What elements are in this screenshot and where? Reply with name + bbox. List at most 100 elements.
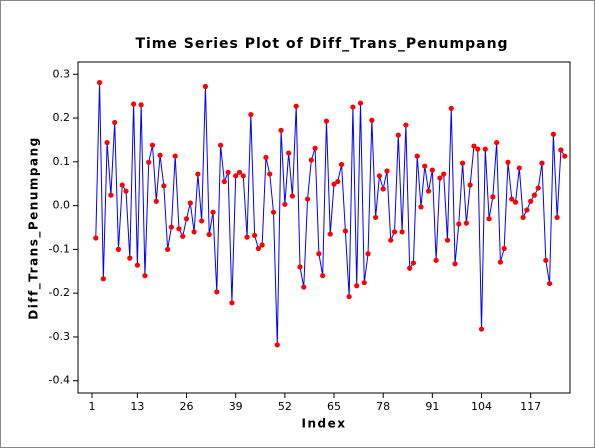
data-point [520, 214, 526, 221]
data-point [478, 326, 485, 332]
data-point [395, 132, 401, 138]
data-point [558, 147, 564, 153]
data-point [433, 257, 439, 263]
data-point [165, 246, 171, 252]
data-point [463, 220, 469, 226]
y-tick-label: -0.2 [49, 286, 70, 299]
data-point [225, 169, 231, 175]
data-point [410, 260, 417, 266]
data-point [554, 214, 560, 221]
data-point [494, 139, 500, 146]
data-point [539, 160, 545, 166]
data-point [153, 198, 159, 204]
data-point [399, 229, 405, 235]
data-point [452, 261, 458, 267]
data-point [161, 183, 167, 189]
data-point [418, 204, 424, 210]
data-point [459, 160, 466, 166]
data-point [342, 228, 348, 234]
data-point [263, 154, 269, 161]
data-point [240, 173, 246, 179]
data-point [119, 182, 125, 188]
data-point [346, 294, 352, 300]
data-point [490, 194, 496, 200]
data-point [142, 273, 148, 279]
x-tick-label: 13 [130, 400, 144, 413]
data-point [180, 233, 186, 239]
data-point [384, 168, 390, 174]
data-point [354, 283, 360, 289]
x-tick-label: 91 [425, 400, 439, 413]
data-point [357, 100, 364, 106]
data-point [206, 231, 212, 238]
data-point [100, 276, 106, 282]
data-point [127, 255, 133, 261]
data-point [320, 273, 326, 279]
data-point [373, 214, 379, 221]
data-point [369, 117, 375, 123]
data-point [112, 119, 118, 126]
y-tick-label: 0.0 [53, 199, 71, 212]
data-point [550, 131, 556, 137]
data-point [308, 157, 314, 163]
data-point [456, 221, 462, 227]
data-point [312, 145, 318, 151]
data-point [501, 245, 507, 252]
data-point [221, 178, 227, 185]
data-point [176, 226, 182, 232]
x-tick-label: 104 [471, 400, 492, 413]
data-point [255, 245, 261, 252]
data-point [214, 289, 220, 295]
data-point [244, 234, 250, 240]
data-point [486, 216, 492, 222]
data-point [509, 196, 515, 202]
data-point [497, 259, 504, 265]
x-tick-label: 52 [278, 400, 292, 413]
data-point [191, 229, 197, 235]
data-point [286, 150, 292, 156]
data-point [248, 111, 254, 118]
data-point [267, 171, 273, 177]
y-tick-label: -0.1 [49, 242, 70, 255]
data-point [289, 193, 296, 199]
y-axis-label: Diff_Trans_Penumpang [27, 136, 42, 319]
data-point [429, 167, 435, 173]
data-point [516, 165, 522, 171]
data-point [327, 231, 333, 237]
data-point [528, 198, 534, 204]
x-tick-label: 39 [229, 400, 243, 413]
data-point [467, 182, 473, 188]
data-point [531, 192, 538, 198]
data-point [233, 173, 239, 179]
data-point [316, 251, 322, 257]
data-point [168, 224, 175, 230]
y-tick-label: 0.1 [53, 155, 71, 168]
data-point [448, 105, 454, 112]
data-point [259, 242, 265, 248]
data-point [475, 146, 481, 152]
data-point [104, 139, 110, 146]
data-point [93, 235, 99, 241]
data-point [388, 237, 394, 243]
x-tick-label: 78 [376, 400, 390, 413]
data-point [304, 196, 311, 202]
data-point [202, 83, 209, 90]
data-point [331, 181, 337, 187]
data-point [437, 175, 443, 181]
y-tick-label: -0.4 [49, 374, 70, 387]
y-tick-label: 0.2 [53, 111, 71, 124]
data-point [407, 265, 413, 271]
data-point [323, 118, 330, 124]
data-point [123, 188, 129, 194]
y-tick-label: 0.3 [53, 67, 71, 80]
data-point [535, 185, 541, 191]
data-point [441, 171, 447, 177]
data-point [444, 237, 451, 243]
data-point [361, 280, 367, 286]
x-tick-label: 65 [327, 400, 341, 413]
data-point [282, 201, 288, 207]
data-point [217, 142, 224, 148]
data-point [403, 122, 409, 128]
data-point [338, 161, 345, 168]
